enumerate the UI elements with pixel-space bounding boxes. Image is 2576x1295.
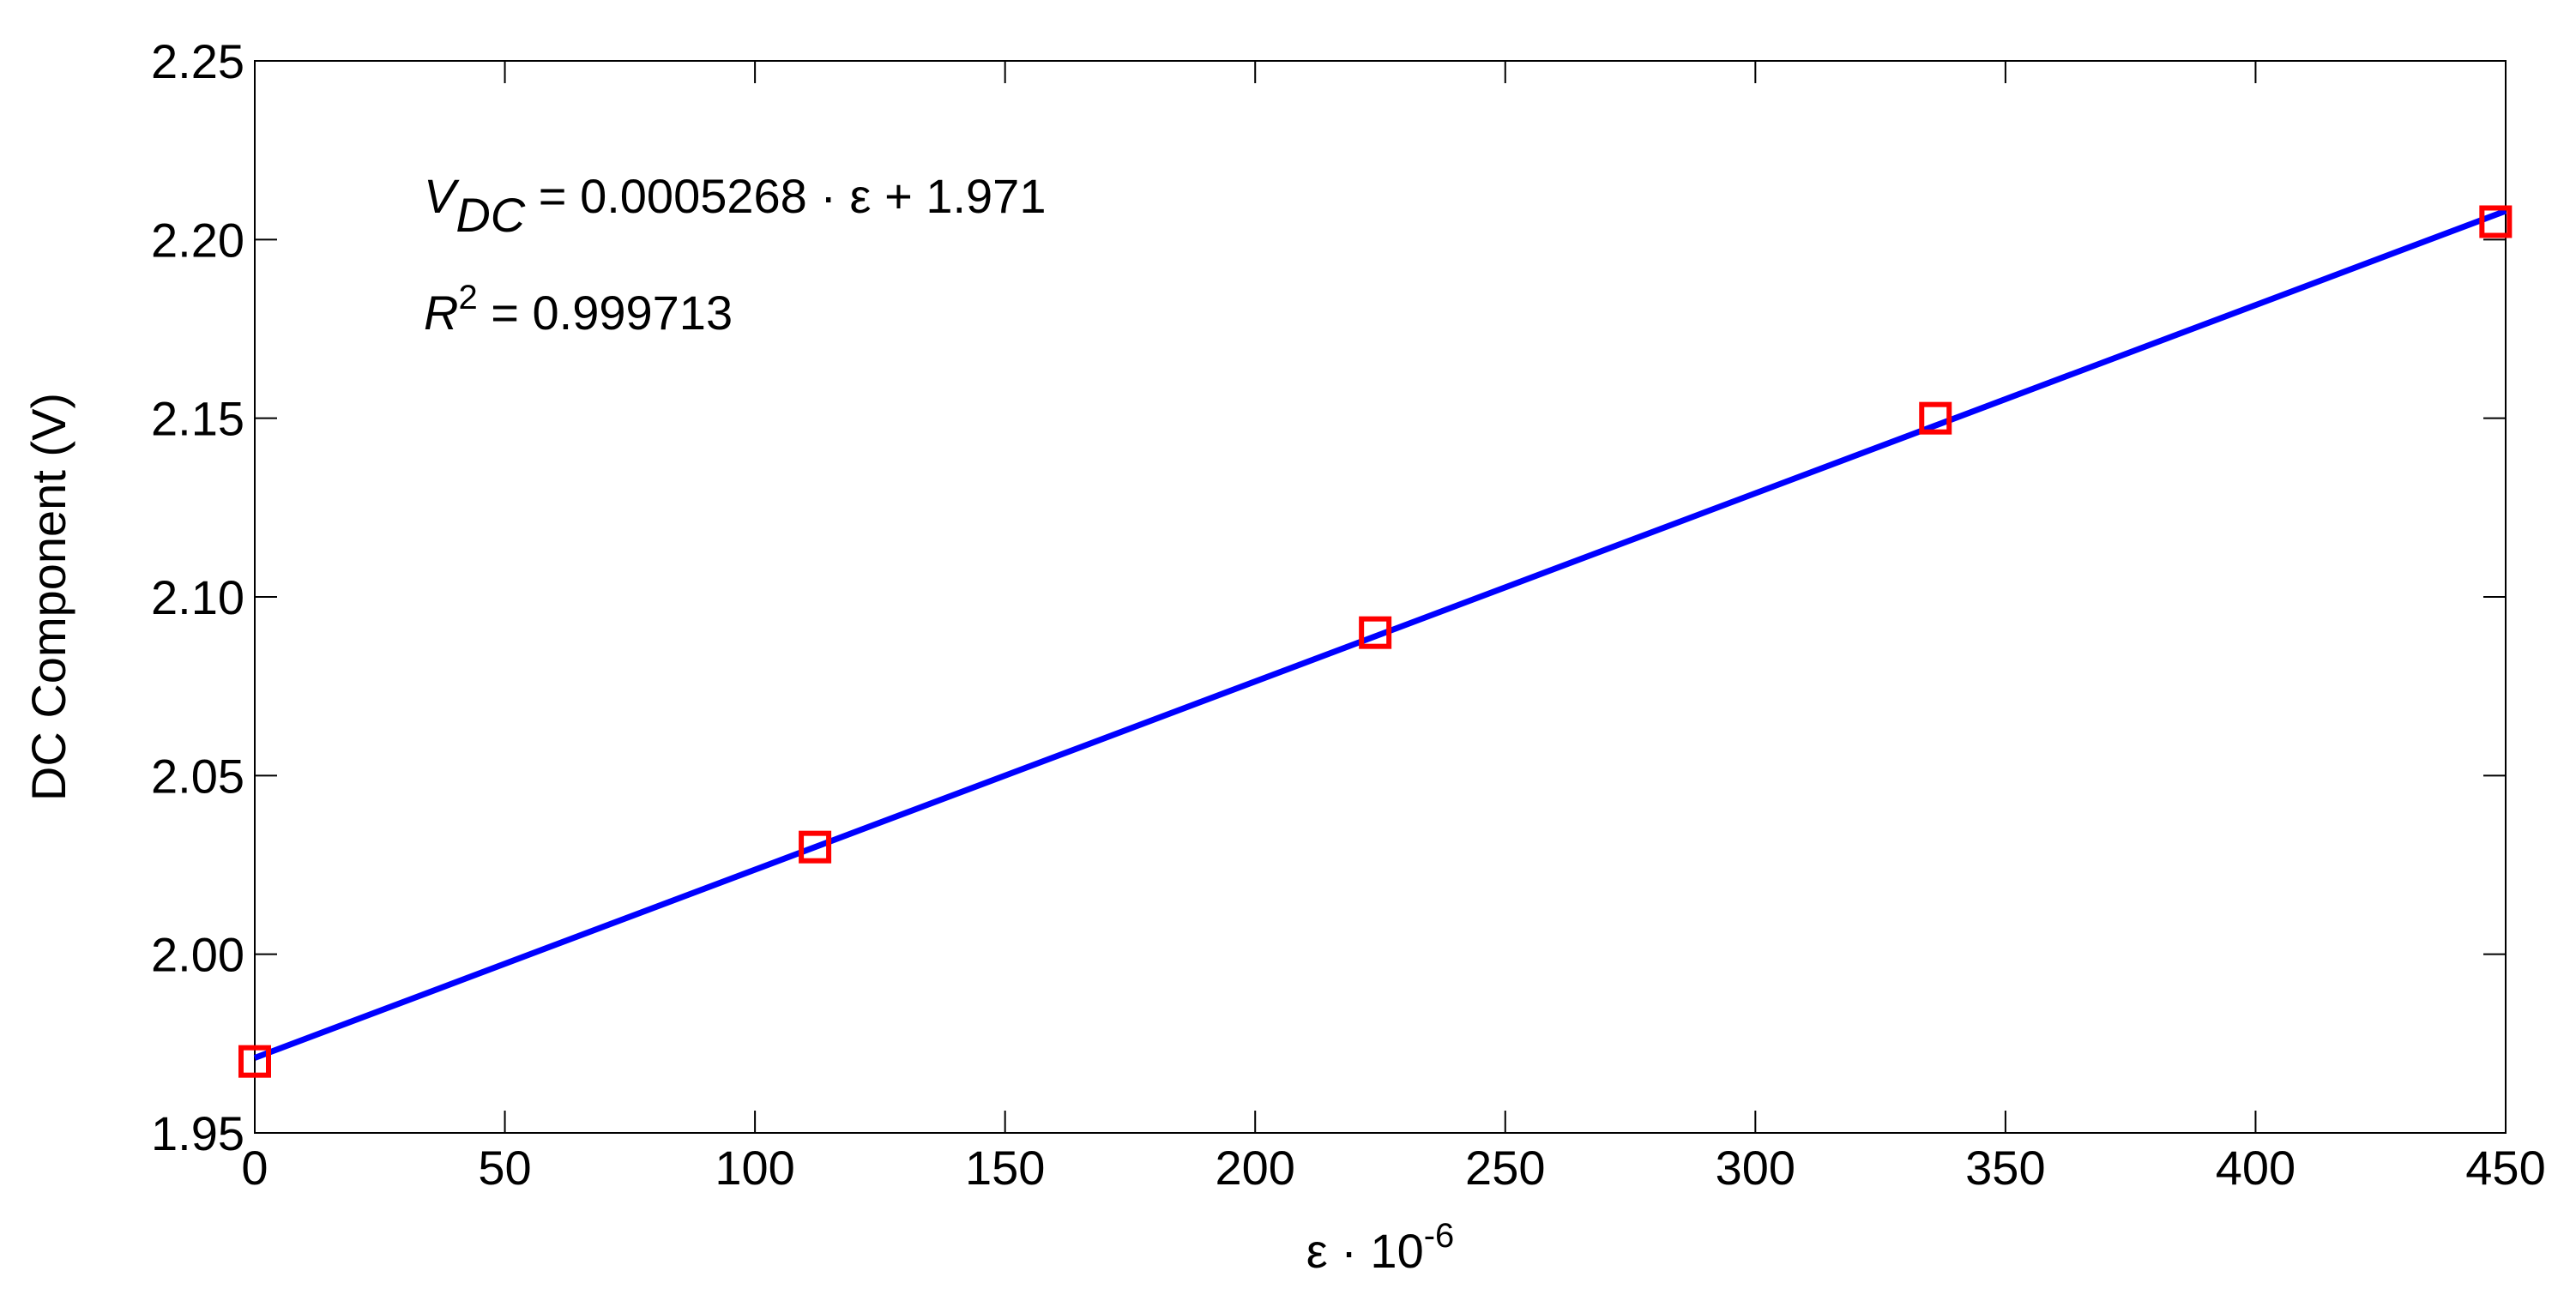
y-tick-label: 2.15	[151, 392, 244, 446]
annotation-symbol: R	[424, 286, 458, 340]
data-point	[799, 830, 832, 864]
y-tick-label: 2.25	[151, 34, 244, 88]
fit-line	[253, 208, 2507, 1061]
data-point	[238, 1045, 271, 1078]
annotation: VDC = 0.0005268 · ε + 1.971	[424, 169, 1046, 242]
x-axis-label-exponent: -6	[1424, 1217, 1455, 1255]
y-tick-label: 2.05	[151, 749, 244, 803]
annotation-text: = 0.0005268 · ε + 1.971	[525, 169, 1046, 223]
annotation-superscript: 2	[458, 279, 477, 316]
y-tick-label: 1.95	[151, 1106, 244, 1160]
x-tick-label: 350	[1965, 1141, 2045, 1195]
x-axis-label-text: ε · 10	[1306, 1224, 1424, 1278]
x-tick-label: 250	[1465, 1141, 1545, 1195]
x-axis-label: ε · 10-6	[1306, 1217, 1455, 1278]
x-tick-label: 400	[2216, 1141, 2295, 1195]
x-tick-label: 50	[478, 1141, 531, 1195]
annotation-symbol: V	[424, 169, 460, 223]
annotation-text: = 0.999713	[478, 286, 733, 340]
y-tick-label: 2.10	[151, 570, 244, 624]
annotation: R2 = 0.999713	[424, 279, 733, 340]
x-tick-label: 450	[2465, 1141, 2545, 1195]
data-point	[1359, 616, 1392, 649]
y-tick-label: 2.20	[151, 213, 244, 267]
y-tick-label: 2.00	[151, 928, 244, 982]
data-point	[1919, 401, 1952, 435]
x-tick-label: 300	[1716, 1141, 1795, 1195]
x-tick-label: 150	[965, 1141, 1045, 1195]
y-axis-label: DC Component (V)	[21, 393, 75, 801]
data-point	[2479, 205, 2513, 238]
x-tick-label: 100	[715, 1141, 794, 1195]
x-tick-label: 0	[241, 1141, 268, 1195]
x-tick-label: 200	[1216, 1141, 1295, 1195]
annotation-subscript: DC	[455, 188, 525, 242]
